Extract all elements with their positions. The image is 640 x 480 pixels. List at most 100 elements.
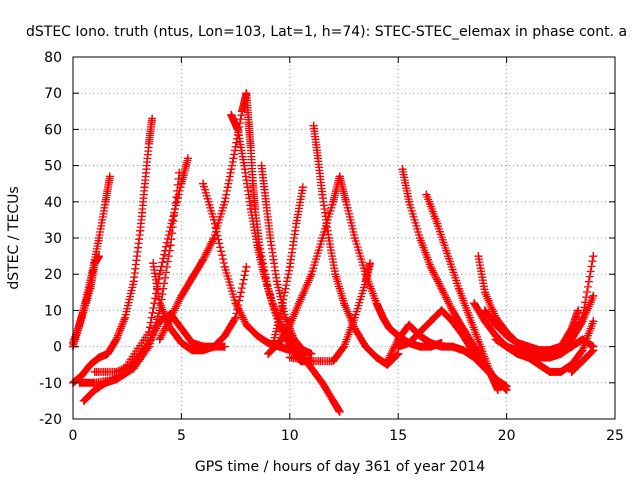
data-point: [77, 313, 86, 322]
y-tick-label: 50: [44, 159, 62, 175]
data-point: [426, 338, 435, 347]
x-axis-label: GPS time / hours of day 361 of year 2014: [195, 459, 485, 475]
data-point: [220, 331, 229, 340]
data-point: [77, 371, 86, 380]
data-point: [448, 342, 457, 351]
y-tick-label: -20: [39, 412, 62, 428]
data-point: [307, 364, 316, 373]
data-point: [307, 357, 316, 366]
data-point: [177, 324, 186, 333]
data-point: [444, 252, 453, 261]
data-point: [238, 107, 247, 116]
data-point: [268, 342, 277, 351]
data-point: [491, 375, 500, 384]
data-point: [589, 317, 598, 326]
data-point: [405, 338, 414, 347]
data-point: [112, 335, 121, 344]
data-point: [426, 317, 435, 326]
data-point: [144, 328, 153, 337]
data-point: [242, 320, 251, 329]
data-point: [231, 299, 240, 308]
data-point: [277, 306, 286, 315]
data-point: [545, 367, 554, 376]
data-point: [578, 346, 587, 355]
data-point: [86, 360, 95, 369]
y-tick-label: 70: [44, 86, 62, 102]
data-point: [246, 143, 255, 152]
data-point: [331, 270, 340, 279]
data-point: [459, 331, 468, 340]
data-point: [79, 396, 88, 405]
data-point: [188, 273, 197, 282]
data-point: [589, 346, 598, 355]
data-series: [567, 346, 598, 376]
grid: [73, 57, 615, 419]
data-point: [231, 313, 240, 322]
data-point: [220, 342, 229, 351]
data-point: [502, 331, 511, 340]
data-point: [480, 364, 489, 373]
data-point: [567, 367, 576, 376]
data-point: [480, 288, 489, 297]
data-point: [121, 313, 130, 322]
data-point: [465, 313, 474, 322]
data-point: [233, 125, 242, 134]
data-point: [437, 306, 446, 315]
data-point: [574, 306, 583, 315]
x-tick-label: 0: [69, 428, 78, 444]
data-point: [493, 386, 502, 395]
data-point: [524, 353, 533, 362]
data-point: [567, 360, 576, 369]
data-point: [379, 313, 388, 322]
data-point: [209, 215, 218, 224]
y-tick-label: 40: [44, 195, 62, 211]
data-point: [188, 338, 197, 347]
data-point: [112, 367, 121, 376]
data-point: [324, 234, 333, 242]
data-point: [199, 255, 208, 264]
y-tick-label: 20: [44, 267, 62, 283]
data-point: [103, 349, 112, 358]
data-point: [199, 346, 208, 355]
data-point: [242, 89, 251, 98]
data-point: [136, 226, 145, 235]
data-point: [567, 324, 576, 333]
data-point: [335, 172, 344, 181]
data-point: [253, 331, 262, 340]
data-point: [474, 252, 483, 261]
x-tick-label: 10: [281, 428, 299, 444]
data-point: [272, 277, 281, 286]
data-point: [470, 299, 479, 308]
data-point: [556, 349, 565, 358]
data-point: [95, 234, 104, 242]
data-point: [285, 262, 294, 271]
data-point: [86, 284, 95, 293]
data-point: [329, 357, 338, 366]
data-point: [535, 360, 544, 369]
data-point: [177, 179, 186, 188]
data-point: [502, 342, 511, 351]
data-point: [415, 234, 424, 242]
y-tick-label: 30: [44, 231, 62, 247]
data-point: [95, 353, 104, 362]
data-point: [589, 252, 598, 261]
data-point: [426, 262, 435, 271]
ticks: 0 5 10 15 20 25 -20 -10 0 10 20 30 40 50 60 70 80: [39, 50, 624, 444]
y-axis-label: dSTEC / TECUs: [6, 186, 22, 289]
y-tick-label: -10: [39, 376, 62, 392]
data-point: [491, 335, 500, 344]
y-tick-label: 0: [53, 340, 62, 356]
data-point: [535, 346, 544, 355]
data-point: [329, 197, 338, 206]
data-point: [240, 161, 249, 170]
data-point: [285, 353, 294, 362]
data-series: [268, 183, 307, 351]
data-point: [255, 241, 264, 250]
data-point: [361, 342, 370, 351]
data-point: [350, 313, 359, 322]
data-point: [209, 342, 218, 351]
data-point: [342, 197, 351, 206]
data-point: [101, 378, 110, 387]
data-point: [177, 291, 186, 300]
